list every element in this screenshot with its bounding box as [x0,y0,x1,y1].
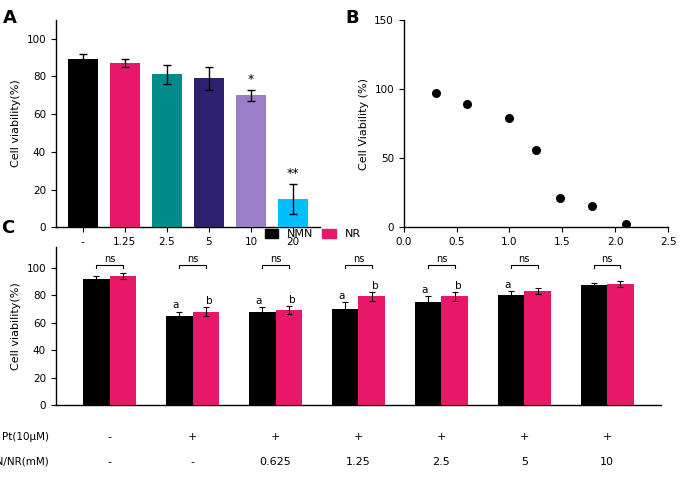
Text: 5: 5 [521,457,528,467]
Y-axis label: Cell viability(%): Cell viability(%) [10,282,21,370]
Y-axis label: Cell Viability (%): Cell Viability (%) [358,78,369,169]
Text: ns: ns [436,254,447,264]
Text: -: - [191,457,195,467]
Text: +: + [188,432,198,442]
Text: **: ** [287,167,299,180]
Text: B: B [345,9,359,27]
Text: ns: ns [601,254,613,264]
Bar [332,309,358,405]
Bar [441,296,468,405]
Point [462,100,473,108]
Bar [524,291,551,405]
Text: b: b [454,281,461,291]
Point [586,203,597,210]
Bar [498,295,524,405]
Bar [166,316,193,405]
Text: +: + [271,432,280,442]
Bar [110,63,140,227]
Bar [68,59,98,227]
Bar [193,312,219,405]
Text: b: b [372,281,379,291]
Bar [415,302,441,405]
Text: a: a [255,296,262,306]
Text: +: + [603,432,612,442]
Bar [193,78,224,227]
Point [430,89,441,97]
Y-axis label: Cell viability(%): Cell viability(%) [10,80,21,167]
X-axis label: Pt (μM): Pt (μM) [168,251,208,261]
Text: +: + [354,432,363,442]
Bar [580,286,607,405]
Text: Pt(10μM): Pt(10μM) [1,432,49,442]
Text: +: + [519,432,529,442]
Legend: NMN, NR: NMN, NR [260,224,365,244]
Bar [152,75,182,227]
Text: ns: ns [353,254,364,264]
Text: C: C [1,218,15,237]
Text: 1.25: 1.25 [346,457,371,467]
Point [620,220,631,228]
Point [531,146,542,154]
Text: b: b [289,295,295,305]
Text: -: - [108,457,112,467]
Text: 2.5: 2.5 [432,457,450,467]
Text: ns: ns [187,254,198,264]
Text: a: a [339,290,345,301]
Text: b: b [206,296,212,306]
Text: ns: ns [519,254,530,264]
Text: *: * [248,73,254,86]
Text: a: a [422,285,428,295]
Bar [110,276,136,405]
Text: A: A [3,9,17,27]
Text: NMN/NR(mM): NMN/NR(mM) [0,457,49,467]
Text: 10: 10 [600,457,614,467]
Bar [249,312,276,405]
Bar [358,296,385,405]
Text: a: a [505,280,511,289]
Bar [84,279,110,405]
X-axis label: Log Pt Concentration (μM): Log Pt Concentration (μM) [453,252,619,262]
Bar [607,284,633,405]
Bar [276,310,302,405]
Text: ns: ns [104,254,116,264]
Text: +: + [436,432,446,442]
Point [504,114,515,122]
Bar [278,199,308,227]
Text: a: a [173,300,180,310]
Bar [236,95,266,227]
Point [555,194,566,202]
Text: 0.625: 0.625 [260,457,292,467]
Text: -: - [108,432,112,442]
Text: ns: ns [270,254,281,264]
